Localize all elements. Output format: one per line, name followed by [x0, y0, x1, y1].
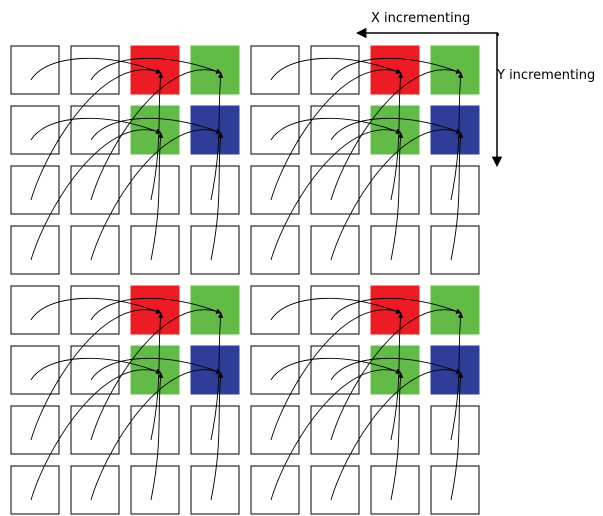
sampling-arrow: [30, 128, 162, 261]
x-axis-label: X incrementing: [371, 11, 470, 26]
pixel-cell-empty: [190, 165, 240, 215]
sampling-arrow: [90, 368, 222, 501]
pixel-cell-empty: [370, 165, 420, 215]
pixel-cell-empty: [10, 105, 60, 155]
sampling-arrow: [270, 357, 402, 381]
pixel-cell-empty: [250, 105, 300, 155]
pixel-cell-empty: [310, 405, 360, 455]
pixel-cell-empty: [370, 225, 420, 275]
sampling-arrow: [330, 297, 462, 321]
pixel-cell-empty: [250, 165, 300, 215]
sampling-arrow: [30, 368, 162, 501]
pixel-cell-empty: [10, 165, 60, 215]
sampling-arrow: [330, 68, 462, 201]
x-axis-indicator: X incrementing: [355, 11, 499, 39]
pixel-cell-empty: [310, 105, 360, 155]
pixel-cell-empty: [10, 465, 60, 515]
pixel-cell-empty: [70, 465, 120, 515]
pixel-cell-empty: [310, 465, 360, 515]
pixel-cell-empty: [70, 165, 120, 215]
pixel-cell-empty: [430, 465, 480, 515]
sampling-arrow: [330, 368, 462, 501]
sampling-arrow: [90, 57, 222, 81]
pixel-cell-empty: [250, 405, 300, 455]
sampling-arrow: [30, 357, 162, 381]
pixel-cell-empty: [430, 405, 480, 455]
pixel-cell-empty: [70, 405, 120, 455]
pixel-cell-empty: [190, 225, 240, 275]
sampling-arrow: [30, 57, 162, 81]
sampling-arrow: [30, 68, 162, 201]
pixel-cell-empty: [10, 405, 60, 455]
sampling-arrow: [270, 57, 402, 81]
y-axis-label: Y incrementing: [496, 68, 595, 83]
pixel-cell-empty: [250, 465, 300, 515]
sampling-arrow: [330, 308, 462, 441]
pixel-cell-empty: [130, 465, 180, 515]
sampling-arrow: [210, 132, 224, 261]
sampling-arrow: [270, 117, 402, 141]
sampling-arrow: [330, 128, 462, 261]
pixel-cell-empty: [310, 45, 360, 95]
pixel-cell-empty: [130, 225, 180, 275]
sampling-arrow: [30, 297, 162, 321]
sampling-arrow: [270, 308, 402, 441]
pixel-cell-empty: [250, 45, 300, 95]
sampling-arrow: [90, 308, 222, 441]
sampling-arrow: [390, 372, 404, 501]
pixel-cell-empty: [430, 225, 480, 275]
sampling-arrow: [90, 68, 222, 201]
sampling-arrows: [30, 57, 464, 501]
sampling-arrow: [90, 297, 222, 321]
sampling-arrow: [270, 368, 402, 501]
pixel-cell-empty: [190, 465, 240, 515]
pixel-cell-empty: [310, 165, 360, 215]
pixel-cell-empty: [10, 345, 60, 395]
sampling-arrow: [150, 372, 164, 501]
sampling-arrow: [30, 308, 162, 441]
sampling-arrow: [330, 357, 462, 381]
pixel-cell-empty: [310, 345, 360, 395]
pixel-cell-empty: [250, 345, 300, 395]
sampling-arrow: [270, 297, 402, 321]
sampling-arrow: [270, 68, 402, 201]
pixel-cell-empty: [250, 225, 300, 275]
pixel-cell-empty: [310, 285, 360, 335]
pixel-cell-empty: [10, 285, 60, 335]
sampling-arrow: [210, 372, 224, 501]
pixel-cell-empty: [130, 405, 180, 455]
pixel-cell-empty: [130, 165, 180, 215]
pixel-cell-empty: [370, 465, 420, 515]
pixel-cell-empty: [430, 165, 480, 215]
pixel-cell-empty: [10, 225, 60, 275]
sampling-arrow: [330, 57, 462, 81]
y-axis-indicator: Y incrementing: [491, 33, 595, 168]
pixel-cell-empty: [70, 345, 120, 395]
pixel-cell-empty: [70, 285, 120, 335]
pixel-cell-blue: [190, 105, 240, 155]
sampling-arrow: [30, 117, 162, 141]
pixel-cell-empty: [310, 225, 360, 275]
sampling-arrow: [90, 117, 222, 141]
sampling-arrow: [90, 357, 222, 381]
pixel-cell-empty: [250, 285, 300, 335]
pixel-cell-empty: [70, 45, 120, 95]
sampling-arrow: [390, 132, 404, 261]
sampling-arrow: [270, 128, 402, 261]
sampling-arrow: [450, 132, 464, 261]
pixel-cell-empty: [10, 45, 60, 95]
pixel-cell-empty: [190, 405, 240, 455]
pixel-cell-empty: [370, 405, 420, 455]
sampling-arrow: [150, 132, 164, 261]
sampling-arrow: [450, 372, 464, 501]
pixel-cell-empty: [70, 225, 120, 275]
sampling-arrow: [330, 117, 462, 141]
pixel-grid: [10, 45, 480, 515]
pixel-cell-empty: [70, 105, 120, 155]
sampling-arrow: [90, 128, 222, 261]
